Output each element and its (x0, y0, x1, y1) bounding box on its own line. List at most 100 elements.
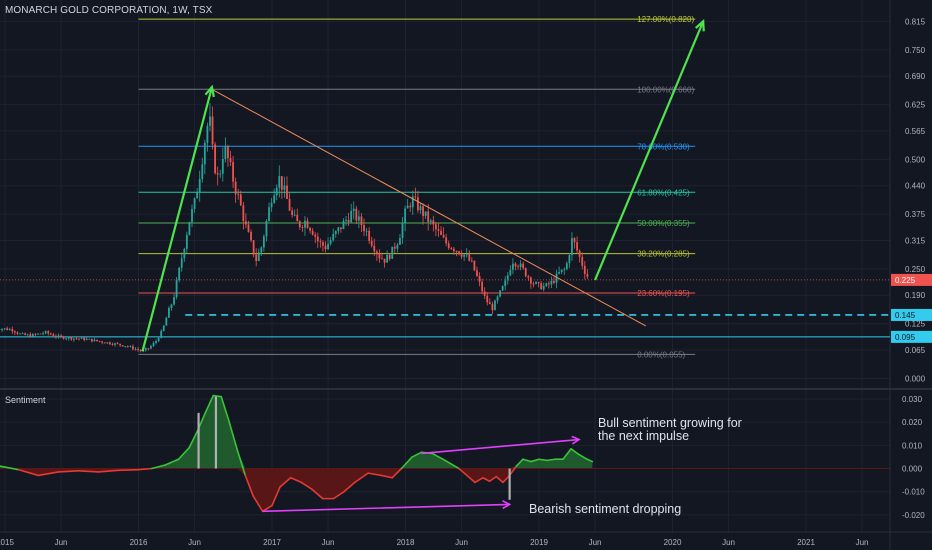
candle-body (180, 258, 183, 268)
time-tick-label: 2016 (130, 538, 148, 547)
sentiment-pane (0, 394, 890, 513)
candle-body (88, 338, 91, 340)
candle-body (291, 210, 294, 216)
candle-body (368, 230, 371, 241)
candle-body (558, 271, 561, 274)
candle-body (3, 328, 6, 330)
bear-divergence-arrow-head (502, 500, 512, 510)
candle-body (214, 144, 217, 174)
candle-body (42, 333, 44, 335)
candle-body (101, 341, 104, 343)
candle-body (293, 214, 296, 216)
candle-body (185, 234, 188, 249)
sentiment-line-segment (300, 481, 313, 491)
time-tick-label: Jun (856, 538, 869, 547)
candle-body (286, 185, 288, 199)
candle-body (221, 159, 224, 174)
candle-body (278, 176, 281, 188)
candle-body (90, 338, 93, 342)
candle-body (260, 247, 263, 253)
candle-body (401, 223, 404, 238)
sentiment-line-segment (37, 471, 60, 477)
candle-body (49, 333, 52, 335)
candle-body (273, 195, 276, 203)
sentiment-line-segment (562, 448, 572, 461)
candle-body (414, 196, 417, 198)
candle-body (476, 270, 478, 276)
sentiment-line-segment (343, 481, 356, 493)
candle-body (373, 245, 376, 252)
candle-body (16, 332, 19, 334)
candle-body (160, 330, 163, 339)
candle-body (132, 346, 134, 350)
candle-body (93, 339, 96, 342)
candle-body (170, 304, 173, 309)
candle-body (316, 236, 319, 242)
candle-body (576, 242, 578, 251)
sentiment-line-segment (151, 464, 166, 470)
candle-body (404, 208, 406, 224)
candle-body (332, 234, 335, 241)
sentiment-line-segment (236, 449, 247, 477)
candle-body (31, 334, 34, 337)
sentiment-line-segment (212, 394, 223, 398)
candle-body (468, 254, 471, 261)
time-tick-label: Jun (589, 538, 602, 547)
candle-body (224, 146, 227, 160)
candle-body (478, 275, 481, 282)
price-tick-label: 0.190 (905, 291, 926, 300)
downtrend-line (211, 88, 647, 327)
sentiment-line-segment (482, 476, 491, 483)
candle-body (96, 339, 98, 342)
candle-body (363, 225, 365, 232)
candle-body (298, 221, 301, 228)
candle-body (24, 333, 27, 335)
candle-body (178, 267, 181, 281)
candle-body (296, 214, 299, 222)
candle-body (524, 268, 527, 277)
candle-body (337, 227, 340, 232)
price-tick-label: 0.690 (905, 72, 926, 81)
candle-body (75, 338, 78, 340)
candle-body (70, 337, 73, 340)
candle-body (568, 255, 571, 264)
bull-divergence-arrow-head (571, 435, 581, 445)
candle-body (255, 254, 258, 261)
candle-body (540, 283, 543, 290)
candle-body (483, 291, 486, 296)
candle-body (571, 238, 573, 256)
candle-body (388, 254, 391, 259)
candle-body (275, 187, 278, 196)
candle-body (191, 208, 193, 222)
candle-body (396, 244, 399, 249)
candle-body (304, 220, 306, 228)
sentiment-line-segment (252, 495, 264, 513)
candle-body (80, 337, 83, 339)
bear-annotation: Bearish sentiment dropping (529, 503, 681, 516)
price-tick-label: 0.315 (905, 236, 926, 245)
candle-body (319, 241, 322, 243)
candle-body (144, 348, 147, 351)
sentiment-line-segment (220, 395, 231, 423)
candle-body (581, 256, 584, 266)
candle-body (55, 336, 57, 337)
time-tick-label: Jun (188, 538, 201, 547)
candle-body (270, 202, 273, 208)
candle-body (481, 281, 484, 292)
candle-body (62, 336, 65, 339)
candle-body (352, 208, 355, 211)
sentiment-line-segment (502, 474, 511, 484)
candle-body (565, 263, 568, 270)
candle-body (13, 331, 16, 333)
candle-body (563, 269, 566, 271)
candle-body (345, 219, 347, 221)
candle-body (419, 206, 422, 211)
candle-body (560, 269, 563, 272)
candle-body (473, 260, 476, 271)
candle-body (103, 342, 106, 344)
candle-body (458, 251, 460, 255)
candle-body (517, 266, 519, 268)
